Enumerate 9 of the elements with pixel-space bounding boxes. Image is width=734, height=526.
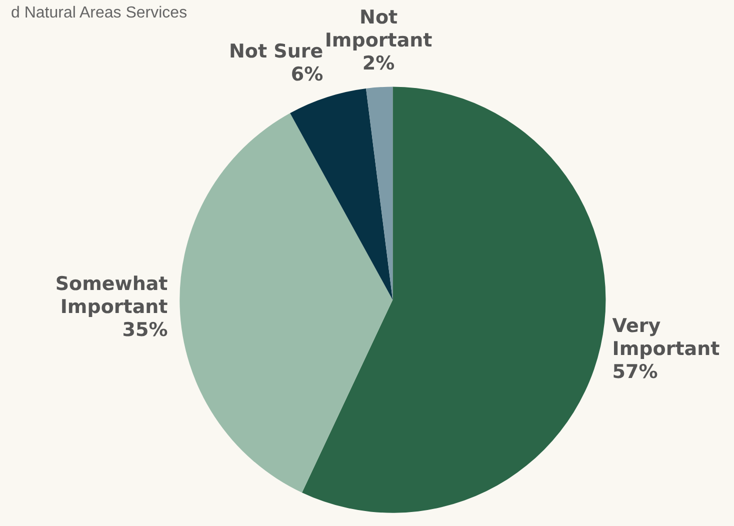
- data-label: 57%: [612, 360, 658, 383]
- slice-label: Very Important: [612, 314, 720, 360]
- slice-label: Not Important: [324, 6, 432, 52]
- data-label: 35%: [122, 318, 168, 341]
- chart-title: d Natural Areas Services: [11, 4, 188, 22]
- data-label: 2%: [362, 52, 395, 75]
- slice-label: Somewhat Important: [55, 272, 168, 318]
- data-label: 6%: [290, 63, 324, 86]
- slice-label: Not Sure: [229, 40, 324, 62]
